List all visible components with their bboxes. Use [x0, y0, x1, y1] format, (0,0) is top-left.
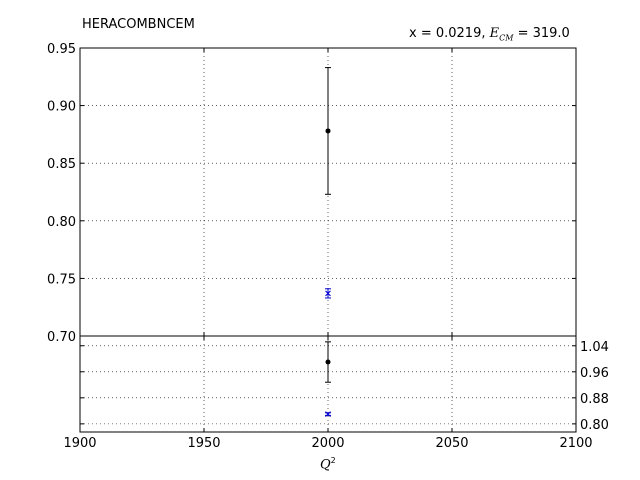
- top-y-tick-label: 0.80: [47, 215, 76, 230]
- ratio-data-point-x: [325, 411, 331, 417]
- ratio-y-tick-label: 0.96: [580, 366, 609, 381]
- x-axis-symbol: Q: [320, 457, 331, 473]
- ecm-value: 319.0: [532, 26, 570, 41]
- ratio-y-tick-label: 1.04: [580, 340, 609, 355]
- top-panel-marks: [325, 67, 331, 299]
- top-data-point: [325, 128, 331, 134]
- x-value: 0.0219: [435, 26, 482, 41]
- kinematics-label: x = 0.0219, ECM = 319.0: [409, 26, 570, 43]
- x-tick-label: 2100: [559, 436, 592, 451]
- top-y-tick-label: 0.90: [47, 100, 76, 115]
- x-axis-superscript: 2: [330, 456, 336, 465]
- top-y-tick-label: 0.95: [47, 42, 76, 57]
- ratio-y-tick-label: 0.80: [580, 418, 609, 433]
- top-y-tick-label: 0.85: [47, 157, 76, 172]
- x-tick-label: 1900: [63, 436, 96, 451]
- ratio-data-point: [325, 359, 331, 365]
- top-data-point-x: [325, 290, 331, 297]
- x-tick-label: 2000: [311, 436, 344, 451]
- ratio-panel-y-ticks: 0.80 0.88 0.96 1.04: [80, 340, 609, 433]
- top-y-tick-label: 0.70: [47, 330, 76, 345]
- x-tick-label: 1950: [187, 436, 220, 451]
- ecm-subscript: CM: [499, 33, 514, 43]
- x-axis-label: Q2: [320, 456, 336, 472]
- top-y-tick-label: 0.75: [47, 272, 76, 287]
- top-panel-y-ticks: 0.70 0.75 0.80 0.85 0.90 0.95: [47, 42, 576, 345]
- ratio-y-tick-label: 0.88: [580, 392, 609, 407]
- ecm-symbol: E: [489, 26, 500, 41]
- chart-title: HERACOMBNCEM: [82, 17, 195, 32]
- ratio-panel-marks: [325, 341, 331, 417]
- x-tick-label: 2050: [435, 436, 468, 451]
- x-ticks: 1900 1950 2000 2050 2100: [63, 48, 593, 451]
